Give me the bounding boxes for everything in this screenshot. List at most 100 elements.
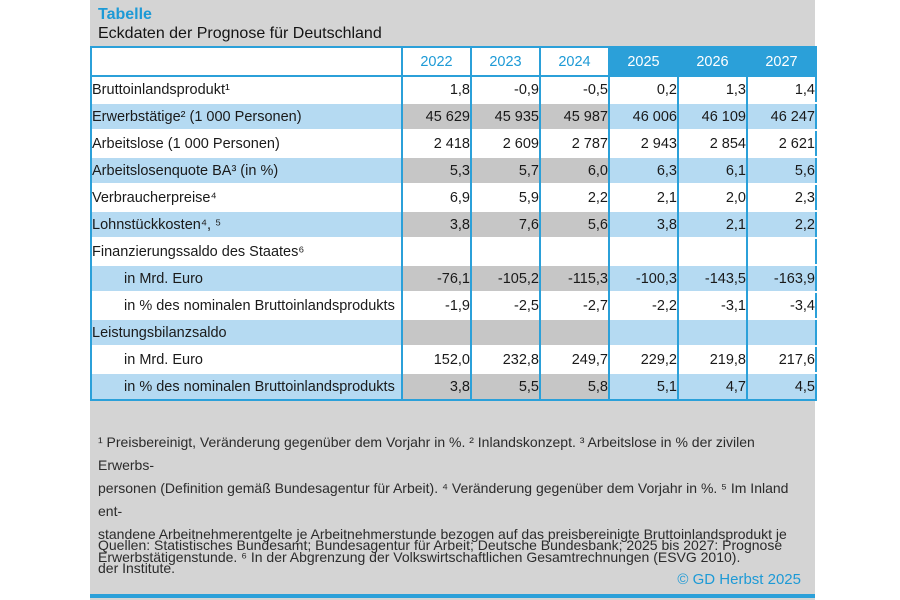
value-cell: 249,7 bbox=[539, 345, 609, 373]
row-label-cell: Verbraucherpreise⁴ bbox=[90, 183, 402, 211]
row-label-cell: Bruttoinlandsprodukt¹ bbox=[90, 75, 402, 103]
value-cell bbox=[470, 318, 540, 346]
value-cell: -1,9 bbox=[401, 291, 471, 319]
year-header-cell: 2027 bbox=[746, 47, 816, 77]
value-cell: 2 787 bbox=[539, 129, 609, 157]
source-line: der Institute. bbox=[98, 560, 176, 576]
value-cell: 1,8 bbox=[401, 75, 471, 103]
table-row: Erwerbstätige² (1 000 Personen) 45 629 45 … bbox=[90, 102, 816, 130]
value-cell: -143,5 bbox=[677, 264, 747, 292]
table-row: Bruttoinlandsprodukt¹ 1,8 -0,9 -0,5 0,2 1,3 1,… bbox=[90, 75, 816, 103]
footnotes: ¹ Preisbereinigt, Veränderung gegenüber … bbox=[98, 431, 810, 569]
value-cell bbox=[677, 318, 747, 346]
value-cell: 3,8 bbox=[401, 372, 471, 400]
year-header-cell: 2024 bbox=[539, 47, 609, 77]
value-cell: 4,7 bbox=[677, 372, 747, 400]
value-cell: 3,8 bbox=[608, 210, 678, 238]
row-label-cell: Lohnstückkosten⁴, ⁵ bbox=[90, 210, 402, 238]
table-row: Arbeitslose (1 000 Personen) 2 418 2 609 2 … bbox=[90, 129, 816, 157]
year-header-row: 2022 2023 2024 2025 2026 2027 bbox=[90, 47, 816, 77]
value-cell: -3,4 bbox=[746, 291, 816, 319]
value-cell: 2 418 bbox=[401, 129, 471, 157]
value-cell: 5,6 bbox=[539, 210, 609, 238]
value-cell: 45 987 bbox=[539, 102, 609, 130]
value-cell bbox=[608, 237, 678, 265]
row-label-cell: Arbeitslosenquote BA³ (in %) bbox=[90, 156, 402, 184]
value-cell: 45 935 bbox=[470, 102, 540, 130]
value-cell: 5,9 bbox=[470, 183, 540, 211]
value-cell: -115,3 bbox=[539, 264, 609, 292]
value-cell: -2,5 bbox=[470, 291, 540, 319]
value-cell: 2 621 bbox=[746, 129, 816, 157]
value-cell: -3,1 bbox=[677, 291, 747, 319]
row-label-cell: Arbeitslose (1 000 Personen) bbox=[90, 129, 402, 157]
value-cell: 1,3 bbox=[677, 75, 747, 103]
value-cell: 46 006 bbox=[608, 102, 678, 130]
value-cell: 5,7 bbox=[470, 156, 540, 184]
value-cell: 6,9 bbox=[401, 183, 471, 211]
value-cell: 7,6 bbox=[470, 210, 540, 238]
table-row: in Mrd. Euro 152,0 232,8 249,7 229,2 219,8 217… bbox=[90, 345, 816, 373]
value-cell: 2 854 bbox=[677, 129, 747, 157]
row-label-cell: in Mrd. Euro bbox=[90, 345, 402, 373]
value-cell: 6,3 bbox=[608, 156, 678, 184]
table-row: in % des nominalen Bruttoinlandsprodukts… bbox=[90, 291, 816, 319]
value-cell: -105,2 bbox=[470, 264, 540, 292]
value-cell: 46 247 bbox=[746, 102, 816, 130]
value-cell: 6,0 bbox=[539, 156, 609, 184]
source-line: Quellen: Statistisches Bundesamt; Bundes… bbox=[98, 537, 783, 553]
value-cell: 2 609 bbox=[470, 129, 540, 157]
row-label-cell: in % des nominalen Bruttoinlandsprodukts bbox=[90, 372, 402, 400]
value-cell: -100,3 bbox=[608, 264, 678, 292]
row-label-cell: Erwerbstätige² (1 000 Personen) bbox=[90, 102, 402, 130]
value-cell: 3,8 bbox=[401, 210, 471, 238]
year-header-cell: 2023 bbox=[470, 47, 540, 77]
year-header-cell: 2026 bbox=[677, 47, 747, 77]
bottom-rule bbox=[90, 594, 815, 598]
row-label-cell: in Mrd. Euro bbox=[90, 264, 402, 292]
value-cell bbox=[746, 318, 816, 346]
table-row: Finanzierungssaldo des Staates⁶ bbox=[90, 237, 816, 265]
value-cell bbox=[401, 318, 471, 346]
value-cell: 5,3 bbox=[401, 156, 471, 184]
table-row: Lohnstückkosten⁴, ⁵ 3,8 7,6 5,6 3,8 2,1 2,2 bbox=[90, 210, 816, 238]
value-cell bbox=[539, 318, 609, 346]
table-row: Arbeitslosenquote BA³ (in %) 5,3 5,7 6,0 6,3… bbox=[90, 156, 816, 184]
value-cell bbox=[539, 237, 609, 265]
value-cell bbox=[401, 237, 471, 265]
value-cell: 4,5 bbox=[746, 372, 816, 400]
value-cell: -2,2 bbox=[608, 291, 678, 319]
row-label-cell: Leistungsbilanzsaldo bbox=[90, 318, 402, 346]
value-cell: 45 629 bbox=[401, 102, 471, 130]
report-figure: Tabelle Eckdaten der Prognose für Deutsc… bbox=[90, 0, 817, 600]
table-row: Verbraucherpreise⁴ 6,9 5,9 2,2 2,1 2,0 2,3 bbox=[90, 183, 816, 211]
forecast-table: 2022 2023 2024 2025 2026 2027 Bruttoinlandspr… bbox=[90, 46, 817, 401]
figure-title: Eckdaten der Prognose für Deutschland bbox=[98, 25, 382, 42]
value-cell: 5,1 bbox=[608, 372, 678, 400]
value-cell: -0,5 bbox=[539, 75, 609, 103]
value-cell: 2,0 bbox=[677, 183, 747, 211]
value-cell: 5,8 bbox=[539, 372, 609, 400]
value-cell: 232,8 bbox=[470, 345, 540, 373]
value-cell: -76,1 bbox=[401, 264, 471, 292]
footnote-line: ¹ Preisbereinigt, Veränderung gegenüber … bbox=[98, 434, 755, 473]
value-cell: -0,9 bbox=[470, 75, 540, 103]
row-label-cell: Finanzierungssaldo des Staates⁶ bbox=[90, 237, 402, 265]
row-label-cell: in % des nominalen Bruttoinlandsprodukts bbox=[90, 291, 402, 319]
value-cell: 46 109 bbox=[677, 102, 747, 130]
value-cell: 229,2 bbox=[608, 345, 678, 373]
value-cell: 2,2 bbox=[746, 210, 816, 238]
value-cell: 2,3 bbox=[746, 183, 816, 211]
copyright: © GD Herbst 2025 bbox=[677, 571, 801, 588]
value-cell: 2,1 bbox=[608, 183, 678, 211]
footnote-line: personen (Definition gemäß Bundesagentur… bbox=[98, 480, 789, 519]
table-row: in % des nominalen Bruttoinlandsprodukts… bbox=[90, 372, 816, 400]
value-cell: 2,1 bbox=[677, 210, 747, 238]
table-row: Leistungsbilanzsaldo bbox=[90, 318, 816, 346]
value-cell: 2,2 bbox=[539, 183, 609, 211]
footnote-line: Erwerbstätigenstunde. ⁶ In der Abgrenzun… bbox=[98, 549, 741, 565]
figure-kicker: Tabelle bbox=[98, 6, 152, 23]
value-cell: 217,6 bbox=[746, 345, 816, 373]
table-row: in Mrd. Euro -76,1 -105,2 -115,3 -100,3 -143,… bbox=[90, 264, 816, 292]
